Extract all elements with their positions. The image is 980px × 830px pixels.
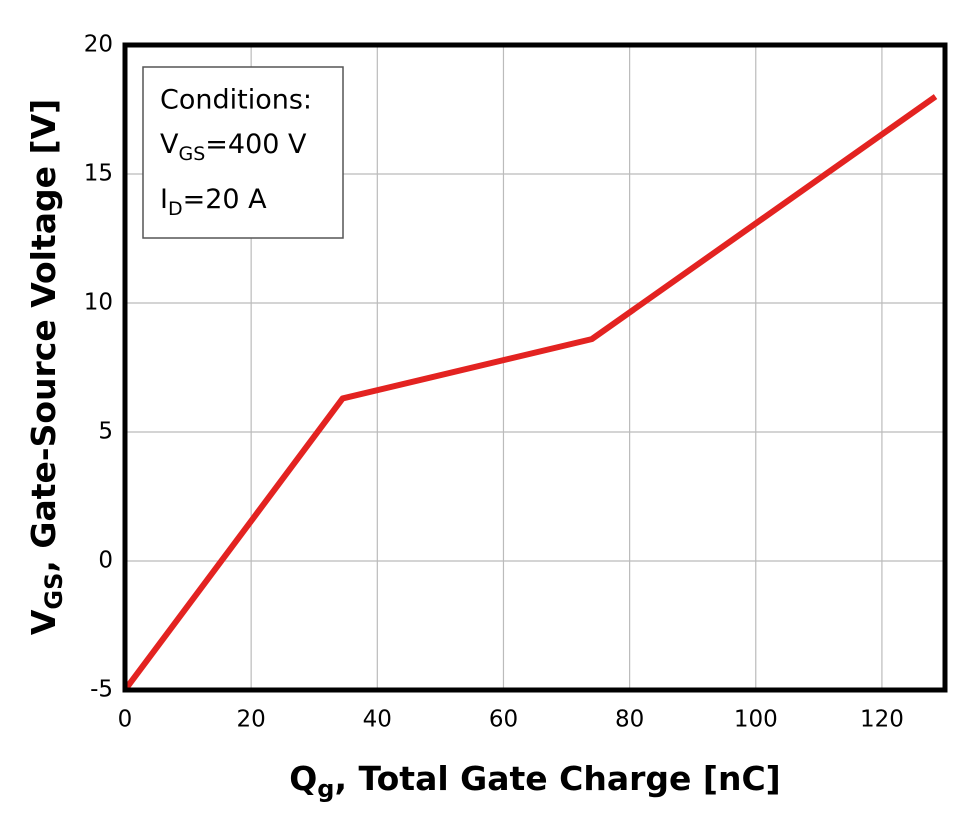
x-tick-label: 100 (734, 707, 778, 733)
x-tick-label: 0 (118, 707, 133, 733)
x-tick-label: 120 (860, 707, 904, 733)
x-tick-label: 40 (363, 707, 392, 733)
y-axis-title: VGS, Gate-Source Voltage [V] (24, 99, 69, 635)
annotation-text: V (160, 129, 179, 160)
annotation-box (142, 66, 344, 239)
y-tick-label: 5 (98, 419, 113, 445)
y-tick-label: 20 (84, 32, 113, 58)
y-title-sub: GS (40, 573, 68, 610)
annotation-sub: GS (178, 143, 205, 165)
y-title-part: V (24, 609, 63, 635)
x-title-sub: g (317, 775, 334, 803)
annotation-line: VGS=400 V (160, 129, 307, 165)
lines (122, 94, 938, 692)
y-tick-label: 15 (84, 161, 113, 187)
series-line (122, 94, 938, 692)
annotation-text: I (160, 184, 168, 215)
annotation-title: Conditions: (160, 85, 312, 116)
x-axis-title: Qg, Total Gate Charge [nC] (289, 759, 781, 804)
x-tick-label: 60 (489, 707, 518, 733)
y-tick-label: 0 (98, 548, 113, 574)
annotation-line: ID=20 A (160, 184, 267, 220)
annotation-text: =20 A (183, 184, 268, 215)
annotation-sub: D (168, 198, 183, 220)
y-title-part: , Gate-Source Voltage [V] (24, 99, 63, 573)
x-title-part: , Total Gate Charge [nC] (334, 759, 780, 798)
plot-frame (122, 42, 948, 693)
y-tick-label: 10 (84, 290, 113, 316)
x-tick-label: 80 (615, 707, 644, 733)
annotation-text: =400 V (205, 129, 307, 160)
x-tick-label: 20 (237, 707, 266, 733)
x-title-part: Q (289, 759, 317, 798)
y-tick-label: -5 (90, 677, 113, 703)
